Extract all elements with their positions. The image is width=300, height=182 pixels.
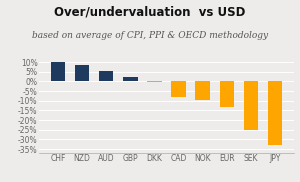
Bar — [147, 81, 162, 82]
Bar — [123, 77, 137, 81]
Bar — [220, 81, 234, 108]
Bar — [244, 81, 258, 130]
Bar — [51, 62, 65, 81]
Bar — [268, 81, 282, 145]
Text: based on average of CPI, PPI & OECD methodology: based on average of CPI, PPI & OECD meth… — [32, 31, 268, 40]
Bar — [171, 81, 186, 97]
Bar — [75, 65, 89, 81]
Bar — [99, 71, 113, 81]
Text: Over/undervaluation  vs USD: Over/undervaluation vs USD — [54, 5, 246, 18]
Bar — [196, 81, 210, 100]
